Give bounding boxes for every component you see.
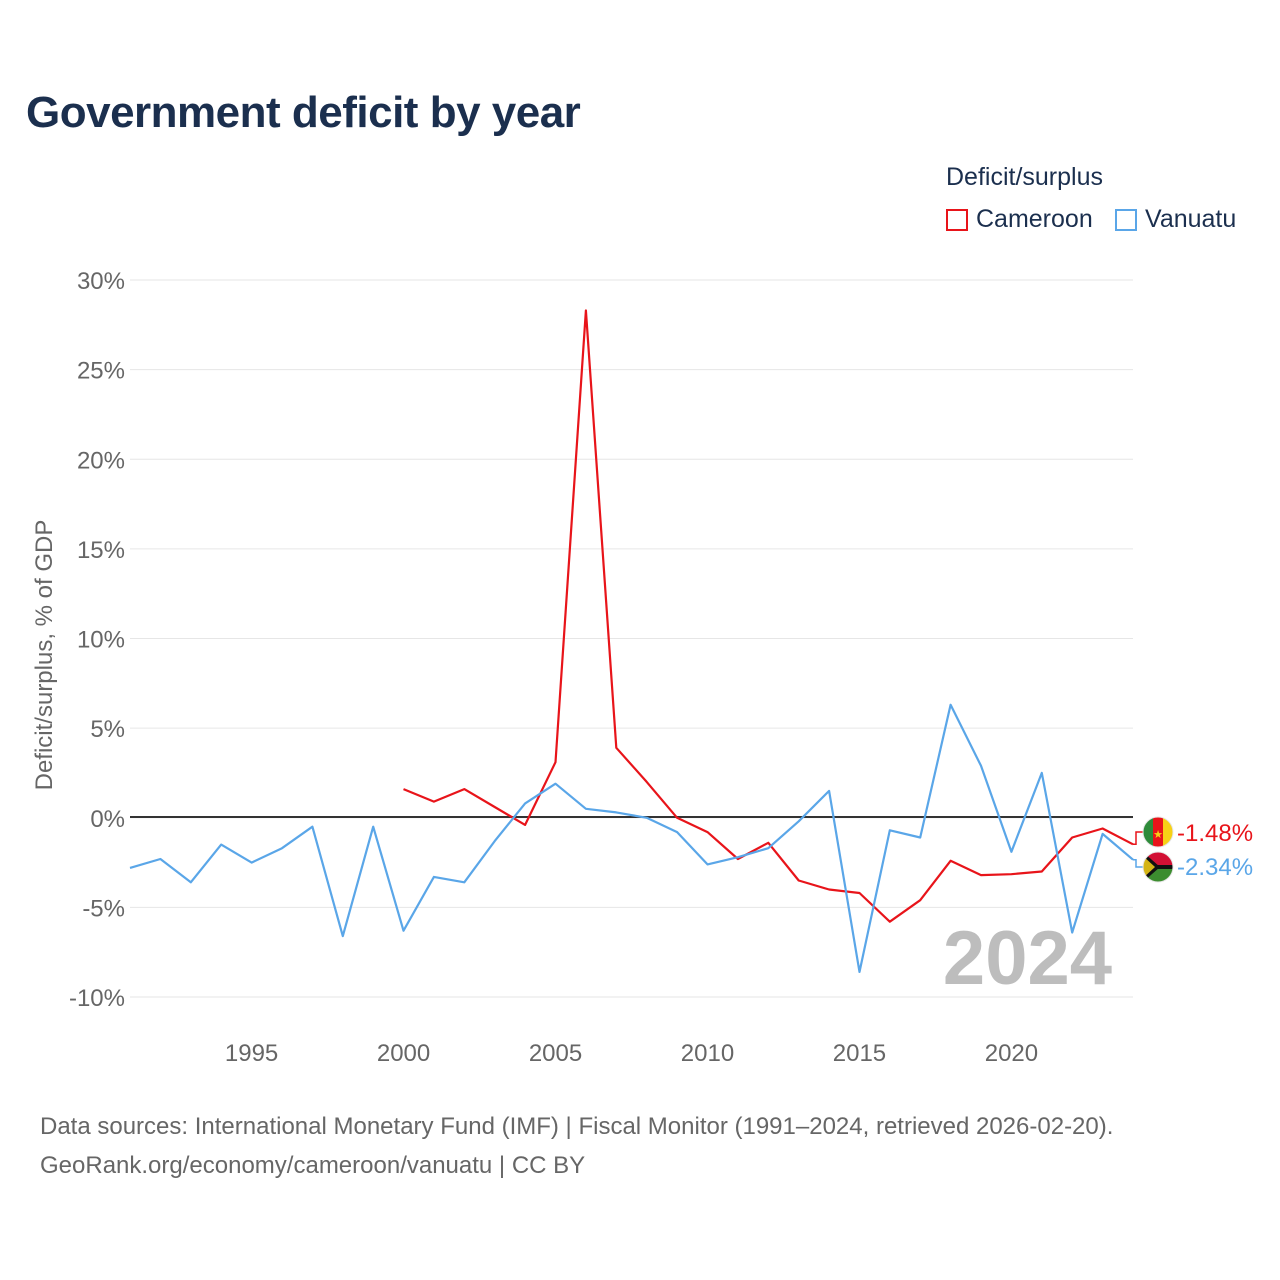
y-tick-label: 25%: [77, 358, 125, 385]
x-tick-label: 2010: [681, 1040, 734, 1067]
source-line: Data sources: International Monetary Fun…: [40, 1113, 1114, 1140]
year-watermark: 2024: [943, 916, 1112, 1001]
legend-title: Deficit/surplus: [946, 163, 1103, 191]
legend-swatch-cameroon: [946, 208, 968, 231]
line-chart: -10% -5% 0% 5% 10% 15% 20% 25% 30% 1995 2000 2005 2…: [31, 268, 1253, 1067]
y-tick-label: -5%: [82, 895, 125, 922]
y-tick-label: 0%: [90, 806, 125, 833]
vanuatu-flag-icon: [1143, 852, 1173, 882]
y-tick-label: 20%: [77, 447, 125, 474]
y-tick-label: 30%: [77, 268, 125, 295]
x-tick-label: 2000: [377, 1040, 430, 1067]
chart-title: Government deficit by year: [26, 88, 581, 137]
x-tick-label: 2015: [833, 1040, 886, 1067]
series-line-cameroon[interactable]: [403, 309, 1134, 923]
svg-text:★: ★: [1153, 829, 1163, 841]
x-tick-label: 2005: [529, 1040, 582, 1067]
legend-item-cameroon[interactable]: Cameroon: [946, 205, 1093, 234]
y-axis-label: Deficit/surplus, % of GDP: [31, 520, 58, 791]
series-line-vanuatu[interactable]: [129, 703, 1134, 974]
series-lines: -1.48% -2.34%: [129, 309, 1253, 974]
y-axis: -10% -5% 0% 5% 10% 15% 20% 25% 30%: [69, 268, 125, 1012]
end-label-connector: [1133, 858, 1143, 868]
legend-item-vanuatu[interactable]: Vanuatu: [1115, 205, 1236, 234]
end-value-label-vanuatu: -2.34%: [1177, 854, 1253, 881]
x-tick-label: 1995: [225, 1040, 278, 1067]
credit-line[interactable]: GeoRank.org/economy/cameroon/vanuatu | C…: [40, 1152, 586, 1179]
y-tick-label: 5%: [90, 716, 125, 743]
y-tick-label: -10%: [69, 985, 125, 1012]
legend-label-vanuatu: Vanuatu: [1145, 205, 1237, 233]
end-value-label-cameroon: -1.48%: [1177, 820, 1253, 847]
x-axis: 1995 2000 2005 2010 2015 2020: [225, 1040, 1038, 1067]
x-tick-label: 2020: [985, 1040, 1038, 1067]
legend-label-cameroon: Cameroon: [976, 205, 1093, 233]
end-label-connector: [1133, 831, 1143, 846]
cameroon-flag-icon: ★: [1143, 817, 1173, 847]
grid-lines: [130, 279, 1133, 998]
source-footer: Data sources: International Monetary Fun…: [40, 1107, 1113, 1185]
y-tick-label: 10%: [77, 627, 125, 654]
legend-swatch-vanuatu: [1115, 208, 1137, 231]
y-tick-label: 15%: [77, 537, 125, 564]
